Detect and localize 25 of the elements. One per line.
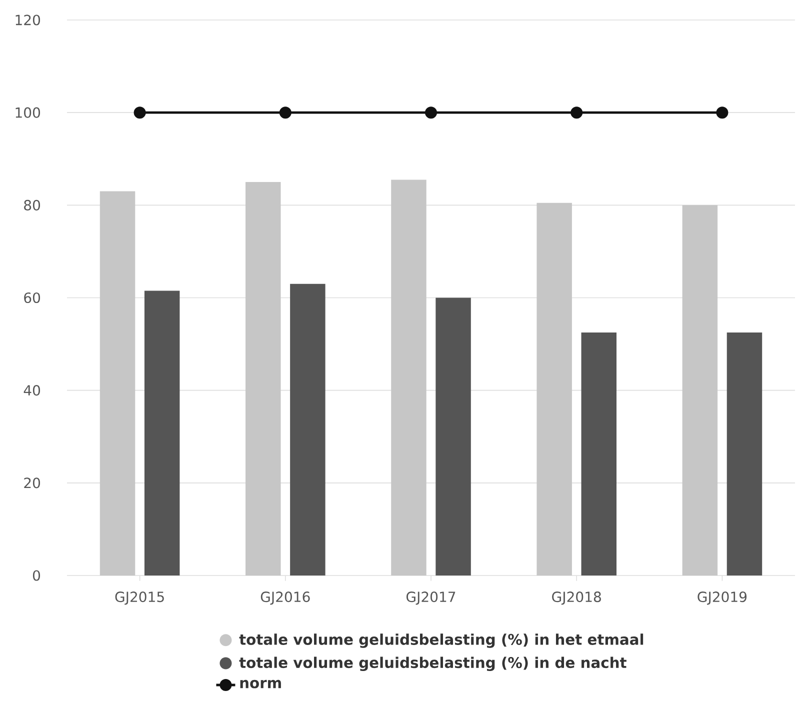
x-tick-label: GJ2015 bbox=[115, 592, 164, 605]
bar bbox=[536, 202, 572, 576]
bar bbox=[246, 182, 281, 576]
y-tick-label: 20 bbox=[24, 478, 40, 488]
y-tick-label: 80 bbox=[24, 200, 40, 210]
bar bbox=[682, 205, 718, 576]
bar bbox=[290, 284, 326, 576]
y-tick-label: 0 bbox=[32, 570, 40, 581]
bar bbox=[144, 290, 180, 576]
bar bbox=[100, 191, 136, 576]
x-tick-label: GJ2016 bbox=[260, 592, 310, 605]
x-tick-label: GJ2019 bbox=[698, 592, 747, 605]
bar bbox=[581, 332, 616, 576]
y-tick-label: 100 bbox=[16, 107, 40, 118]
bar bbox=[726, 332, 762, 576]
legend-label: totale volume geluidsbelasting (%) in het etmaal bbox=[239, 634, 644, 648]
legend-label: norm bbox=[240, 680, 281, 688]
x-tick-label: GJ2018 bbox=[552, 592, 601, 605]
bar bbox=[436, 298, 471, 576]
y-tick-label: 40 bbox=[24, 385, 40, 396]
y-tick-label: 120 bbox=[16, 14, 40, 26]
legend-label: totale volume geluidsbelasting (%) in de nacht bbox=[239, 656, 626, 672]
bar bbox=[391, 180, 426, 576]
y-tick-label: 60 bbox=[24, 292, 40, 304]
x-tick-label: GJ2017 bbox=[406, 592, 456, 605]
